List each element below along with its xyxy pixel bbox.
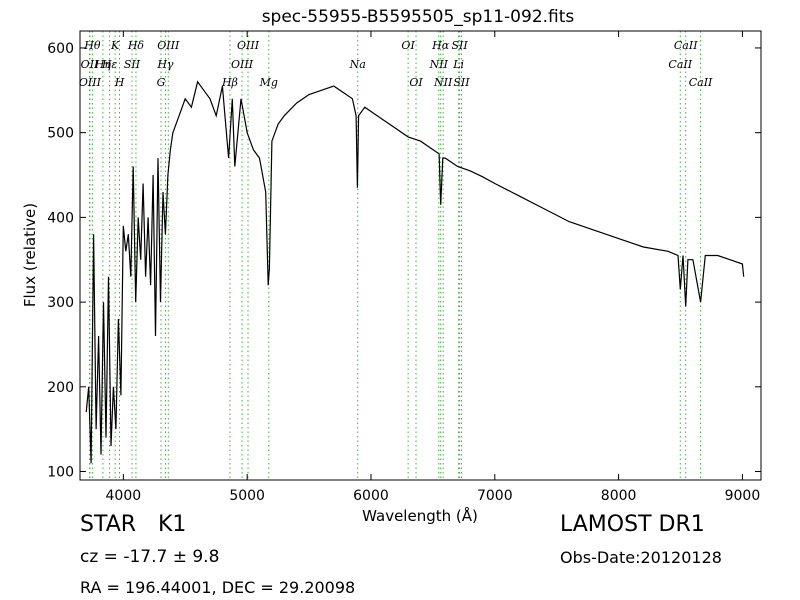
line-label-1: OIII bbox=[79, 76, 102, 89]
y-tick-label-3: 400 bbox=[47, 210, 74, 226]
line-label-4: Hε bbox=[101, 58, 118, 71]
line-label-0: OII bbox=[81, 58, 99, 71]
y-tick-label-4: 500 bbox=[47, 126, 74, 142]
x-tick-label-4: 8000 bbox=[601, 488, 637, 504]
x-tick-label-2: 6000 bbox=[353, 488, 389, 504]
line-label-13: OIII bbox=[231, 58, 254, 71]
line-label-14: OIII bbox=[237, 39, 260, 52]
line-label-3: Hη bbox=[94, 58, 112, 71]
y-tick-label-2: 300 bbox=[47, 295, 74, 311]
line-label-8: Hδ bbox=[127, 39, 145, 52]
line-label-18: OI bbox=[409, 76, 423, 89]
line-label-5: K bbox=[110, 39, 120, 52]
spectrum-line bbox=[85, 80, 745, 464]
line-label-23: SII bbox=[452, 39, 469, 52]
observation-date: Obs-Date:20120128 bbox=[560, 548, 722, 567]
y-tick-label-0: 100 bbox=[47, 465, 74, 481]
x-tick-label-0: 4000 bbox=[106, 488, 142, 504]
object-subclass: K1 bbox=[158, 512, 187, 537]
line-label-6: H bbox=[114, 76, 125, 89]
survey-release: LAMOST DR1 bbox=[560, 512, 705, 537]
line-label-22: Li bbox=[452, 58, 464, 71]
chart-title: spec-55955-B5595505_sp11-092.fits bbox=[262, 7, 575, 27]
line-label-10: Hγ bbox=[156, 58, 174, 71]
line-label-11: OIII bbox=[157, 39, 180, 52]
line-label-19: NII bbox=[429, 58, 449, 71]
line-label-26: CaII bbox=[674, 39, 698, 52]
line-label-21: NII bbox=[433, 76, 453, 89]
y-axis-label: Flux (relative) bbox=[21, 203, 39, 307]
line-label-24: SII bbox=[453, 76, 470, 89]
x-axis-label: Wavelength (Å) bbox=[362, 506, 478, 525]
line-label-2: Hθ bbox=[83, 39, 101, 52]
plot-frame bbox=[79, 30, 762, 481]
y-axis: 100 200 300 400 500 600 bbox=[47, 41, 761, 481]
line-label-20: Hα bbox=[431, 39, 450, 52]
line-label-17: OI bbox=[401, 39, 415, 52]
x-axis: 4000 5000 6000 7000 8000 9000 bbox=[106, 31, 761, 504]
redshift-cz: cz = -17.7 ± 9.8 bbox=[80, 547, 220, 567]
line-label-15: Mg bbox=[259, 76, 278, 89]
line-label-16: Na bbox=[349, 58, 366, 71]
x-tick-label-5: 9000 bbox=[725, 488, 761, 504]
line-label-7: SII bbox=[124, 58, 141, 71]
y-tick-label-1: 200 bbox=[47, 380, 74, 396]
ra-dec-coordinates: RA = 196.44001, DEC = 29.20098 bbox=[80, 578, 356, 597]
line-label-12: Hβ bbox=[221, 76, 238, 89]
line-label-9: G bbox=[157, 76, 166, 89]
object-class: STAR bbox=[80, 512, 137, 537]
line-label-27: CaII bbox=[689, 76, 713, 89]
x-tick-label-1: 5000 bbox=[229, 488, 265, 504]
y-tick-label-5: 600 bbox=[47, 41, 74, 57]
x-tick-label-3: 7000 bbox=[477, 488, 513, 504]
line-label-25: CaII bbox=[668, 58, 692, 71]
emission-line-markers bbox=[89, 31, 702, 480]
